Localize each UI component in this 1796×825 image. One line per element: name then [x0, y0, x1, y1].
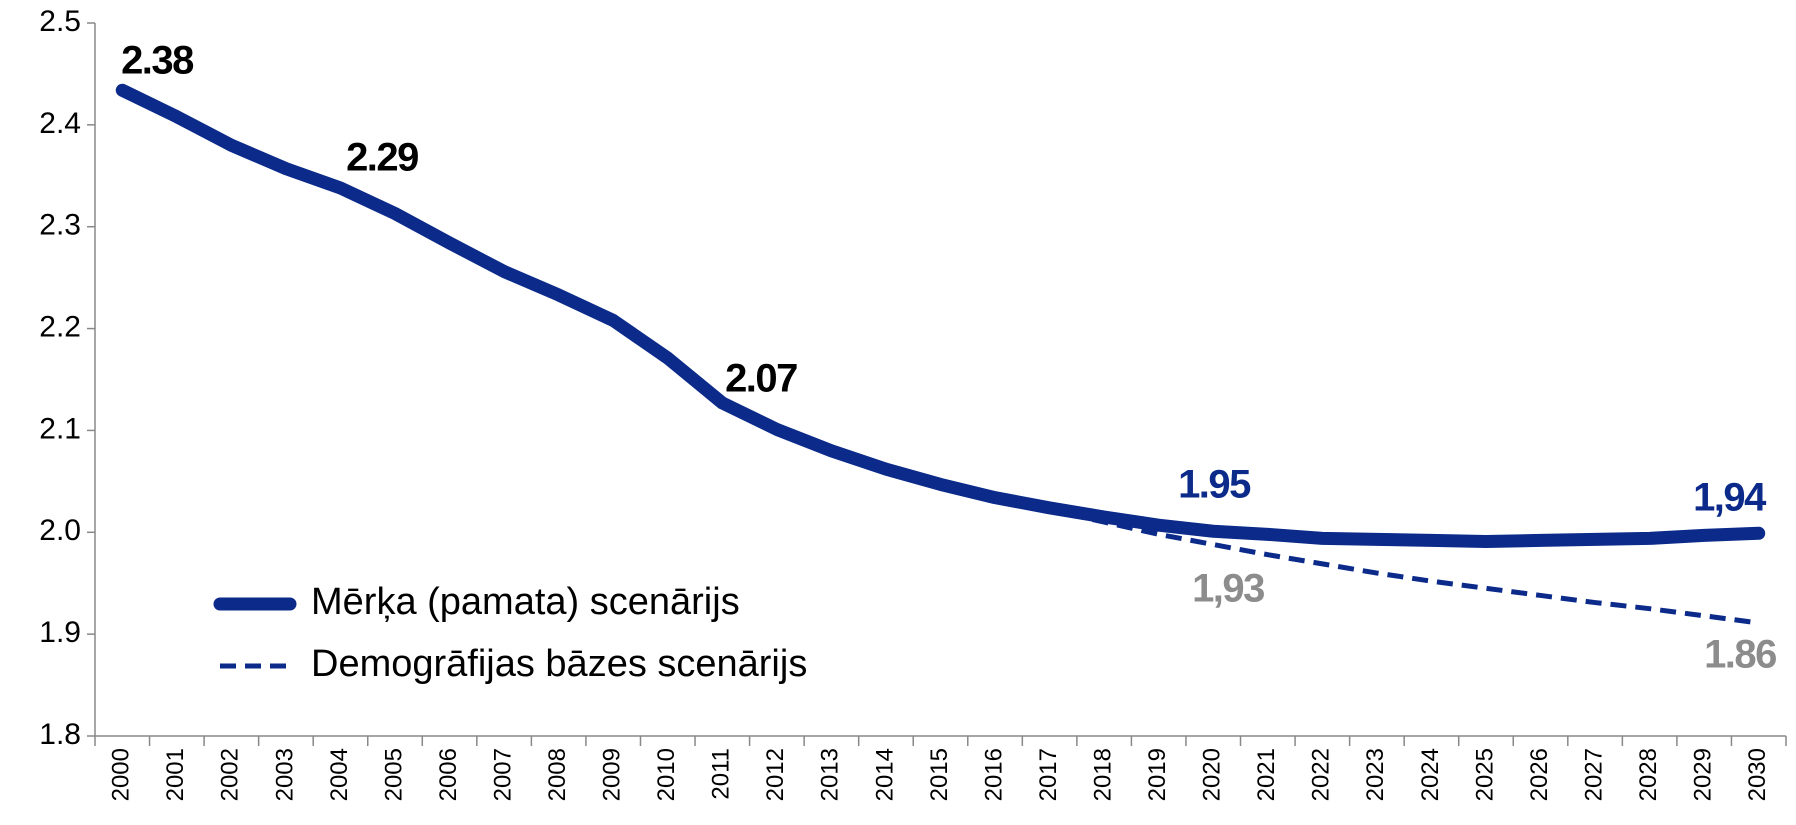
annotation: 1.86 — [1704, 633, 1776, 677]
x-tick-label: 2002 — [217, 748, 244, 801]
legend-label: Demogrāfijas bāzes scenārijs — [311, 643, 807, 685]
x-tick-label: 2024 — [1417, 748, 1444, 801]
x-tick-label: 2010 — [653, 748, 680, 801]
x-tick-label: 2030 — [1744, 748, 1771, 801]
x-tick-label: 2004 — [326, 748, 353, 801]
y-tick-label: 2.0 — [39, 514, 81, 547]
y-tick-label: 2.4 — [39, 107, 81, 140]
x-tick-label: 2021 — [1253, 748, 1280, 801]
annotation: 1,94 — [1693, 476, 1767, 520]
x-tick-label: 2001 — [162, 748, 189, 801]
x-tick-label: 2012 — [762, 748, 789, 801]
x-tick-label: 2008 — [544, 748, 571, 801]
x-tick-label: 2019 — [1144, 748, 1171, 801]
x-tick-label: 2015 — [926, 748, 953, 801]
x-tick-label: 2016 — [980, 748, 1007, 801]
x-tick-label: 2020 — [1199, 748, 1226, 801]
y-tick-label: 2.1 — [39, 412, 81, 445]
x-tick-label: 2003 — [271, 748, 298, 801]
x-tick-label: 2007 — [489, 748, 516, 801]
x-tick-label: 2022 — [1308, 748, 1335, 801]
x-tick-label: 2026 — [1526, 748, 1553, 801]
y-tick-label: 1.9 — [39, 616, 81, 649]
y-tick-label: 2.3 — [39, 209, 81, 242]
x-tick-label: 2000 — [108, 748, 135, 801]
x-tick-label: 2017 — [1035, 748, 1062, 801]
x-tick-label: 2005 — [380, 748, 407, 801]
annotation: 2.07 — [725, 357, 797, 401]
line — [115, 83, 1766, 548]
x-tick-label: 2006 — [435, 748, 462, 801]
x-tick-label: 2013 — [817, 748, 844, 801]
legend-label: Mērķa (pamata) scenārijs — [311, 581, 740, 623]
x-tick-label: 2014 — [871, 748, 898, 801]
annotation: 2.38 — [121, 39, 194, 83]
y-tick-label: 1.8 — [39, 718, 81, 751]
y-tick-label: 2.2 — [39, 310, 81, 343]
y-tick-label: 2.5 — [39, 5, 81, 38]
x-tick-label: 2027 — [1580, 748, 1607, 801]
x-tick-label: 2025 — [1471, 748, 1498, 801]
x-tick-label: 2028 — [1635, 748, 1662, 801]
x-tick-label: 2029 — [1690, 748, 1717, 801]
annotation: 2.29 — [346, 136, 418, 180]
x-tick-label: 2009 — [599, 748, 626, 801]
x-tick-label: 2011 — [708, 748, 735, 800]
annotation: 1,93 — [1192, 567, 1264, 611]
annotation: 1.95 — [1178, 463, 1251, 507]
x-tick-label: 2018 — [1089, 748, 1116, 801]
x-tick-label: 2023 — [1362, 748, 1389, 801]
